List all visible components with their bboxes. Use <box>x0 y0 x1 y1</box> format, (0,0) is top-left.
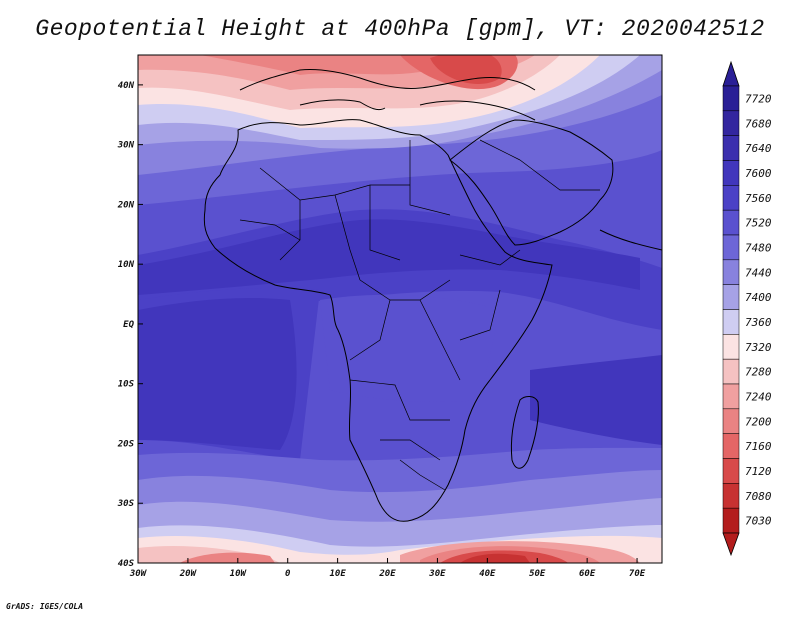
colorbar-swatch <box>722 483 740 509</box>
x-tick-label: 10W <box>230 569 248 579</box>
x-tick-label: 20E <box>378 569 396 579</box>
colorbar-label: 7360 <box>745 316 772 329</box>
colorbar-label: 7030 <box>745 515 772 528</box>
country-borders <box>239 139 600 491</box>
colorbar-swatch <box>722 334 740 360</box>
colorbar-swatch <box>722 234 740 261</box>
credit-label: GrADS: IGES/COLA <box>6 602 84 611</box>
colorbar-swatch <box>722 507 740 534</box>
colorbar-label: 7320 <box>745 341 772 354</box>
y-tick-label: EQ <box>123 320 134 330</box>
colorbar-swatch <box>722 284 740 310</box>
colorbar-bottom-arrow <box>722 532 740 557</box>
colorbar-label: 7200 <box>745 415 772 428</box>
colorbar-label: 7440 <box>745 266 772 279</box>
colorbar-label: 7280 <box>745 366 772 379</box>
colorbar-label: 7720 <box>745 92 772 105</box>
x-tick-label: 60E <box>579 569 596 579</box>
colorbar-label: 7680 <box>745 117 772 130</box>
x-tick-label: 40E <box>479 569 496 579</box>
colorbar-label: 7120 <box>745 465 772 478</box>
y-tick-label: 40N <box>118 81 135 91</box>
coastlines <box>203 69 662 522</box>
x-tick-label: 20W <box>179 569 198 579</box>
colorbar-label: 7080 <box>745 490 772 503</box>
colorbar-swatch <box>722 358 740 385</box>
x-tick-label: 50E <box>529 569 546 579</box>
x-tick-label: 10E <box>329 569 346 579</box>
colorbar-swatch <box>722 309 740 335</box>
colorbar-swatch <box>722 383 740 410</box>
y-tick-label: 30N <box>117 141 135 151</box>
x-tick-label: 70E <box>629 569 646 579</box>
colorbar-swatch <box>722 135 740 161</box>
colorbar-top-arrow <box>722 60 740 87</box>
y-tick-label: 20N <box>117 200 135 210</box>
colorbar-swatch <box>722 110 740 136</box>
colorbar-label: 7240 <box>745 390 772 403</box>
x-tick-label: 30E <box>428 569 446 579</box>
x-tick-label: 0 <box>285 569 291 579</box>
y-tick-label: 20S <box>117 439 135 449</box>
y-tick-label: 30S <box>117 499 135 509</box>
colorbar-swatch <box>722 160 740 186</box>
colorbar-label: 7640 <box>745 142 772 155</box>
x-axis: 30W 20W 10W 0 10E 20E 30E 40E 50E 60E 70E <box>129 558 646 579</box>
map-field <box>138 55 662 563</box>
x-tick-label: 30W <box>129 569 148 579</box>
colorbar-swatch <box>722 85 740 112</box>
y-tick-label: 10S <box>118 380 135 390</box>
colorbar-swatch <box>722 433 740 459</box>
map-title: Geopotential Height at 400hPa [gpm], VT:… <box>35 16 765 42</box>
colorbar-label: 7520 <box>745 217 772 230</box>
colorbar: 7720 7680 7640 7600 7560 7520 7480 7440 7400 7360… <box>722 60 772 557</box>
colorbar-swatch <box>722 259 740 285</box>
y-axis: 40S 30S 20S 10S EQ 10N 20N 30N 40N <box>117 81 143 569</box>
colorbar-swatch <box>722 458 740 484</box>
map-frame <box>137 54 663 564</box>
colorbar-swatch <box>722 185 740 211</box>
colorbar-label: 7560 <box>745 192 772 205</box>
colorbar-label: 7480 <box>745 241 772 254</box>
colorbar-label: 7400 <box>745 291 772 304</box>
colorbar-swatch <box>722 209 740 236</box>
colorbar-label: 7160 <box>745 440 772 453</box>
colorbar-label: 7600 <box>745 167 772 180</box>
colorbar-swatch <box>722 408 740 434</box>
y-tick-label: 40S <box>118 559 135 569</box>
y-tick-label: 10N <box>118 260 135 270</box>
